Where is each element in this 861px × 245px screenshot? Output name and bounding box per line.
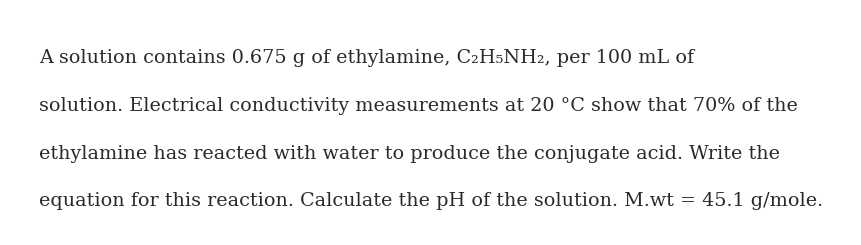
Text: solution. Electrical conductivity measurements at 20 °C show that 70% of the: solution. Electrical conductivity measur… xyxy=(39,97,797,115)
Text: equation for this reaction. Calculate the pH of the solution. M.wt = 45.1 g/mole: equation for this reaction. Calculate th… xyxy=(39,192,823,210)
Text: A solution contains 0.675 g of ethylamine, C₂H₅NH₂, per 100 mL of: A solution contains 0.675 g of ethylamin… xyxy=(39,49,694,67)
Text: ethylamine has reacted with water to produce the conjugate acid. Write the: ethylamine has reacted with water to pro… xyxy=(39,145,780,162)
